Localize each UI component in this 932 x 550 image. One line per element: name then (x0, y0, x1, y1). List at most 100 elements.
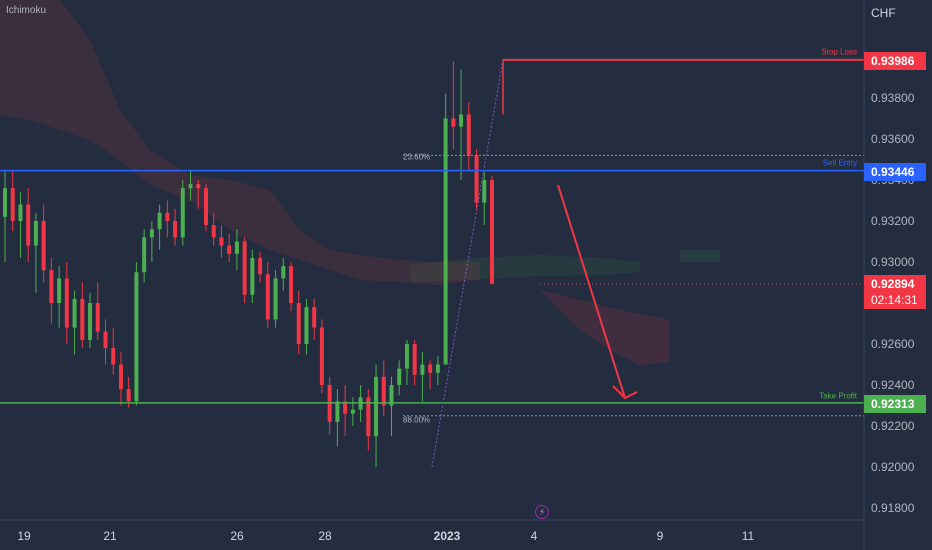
candle-body (180, 188, 185, 238)
candle-body (366, 397, 371, 437)
candle-body (397, 368, 402, 385)
take-profit-price-tag: 0.92313 (864, 395, 926, 413)
candle-body (451, 118, 456, 127)
candle-body (188, 184, 193, 189)
candle-body (234, 241, 239, 254)
x-tick-label: 21 (103, 529, 117, 543)
candle-body (88, 303, 93, 340)
x-tick-label: 28 (318, 529, 332, 543)
candle-body (80, 298, 85, 340)
candle-body (49, 270, 54, 303)
candle-body (18, 204, 23, 221)
candle-body (57, 278, 62, 303)
cloud-red-area (0, 0, 480, 285)
candle-body (142, 237, 147, 273)
candle-body (26, 204, 31, 246)
candle-body (343, 401, 348, 414)
y-tick-label: 0.92000 (871, 460, 915, 474)
candle-body (196, 184, 201, 189)
candle-body (273, 278, 278, 320)
candle-body (111, 348, 116, 365)
x-tick-label: 11 (741, 529, 755, 543)
candle-body (10, 188, 15, 221)
candle-body (296, 303, 301, 344)
candle-body (428, 364, 433, 373)
take-profit-label: Take Profit (819, 391, 857, 401)
candle-body (258, 257, 263, 275)
candle-body (149, 229, 154, 238)
arrow-shaft (557, 184, 626, 399)
candle-body (219, 237, 224, 246)
x-tick-label: 19 (17, 529, 31, 543)
candle-body (118, 364, 123, 390)
y-tick-label: 0.92400 (871, 378, 915, 392)
candle-body (126, 389, 131, 402)
y-tick-label: 0.93600 (871, 132, 915, 146)
candle-body (489, 180, 494, 284)
sell-entry-label: Sell Entry (822, 158, 857, 168)
candle-body (242, 241, 247, 295)
projection-arrow (557, 184, 638, 400)
candle-body (250, 257, 255, 295)
x-tick-label: 26 (230, 529, 244, 543)
candlesticks (3, 61, 494, 467)
candle-body (312, 307, 317, 328)
candle-body (389, 385, 394, 406)
candle-body (281, 266, 286, 279)
y-tick-label: 0.93200 (871, 214, 915, 228)
cloud-red-forecast (540, 290, 670, 365)
candle-body (173, 221, 178, 238)
candle-body (381, 376, 386, 406)
x-tick-label: 2023 (433, 529, 461, 543)
candle-body (466, 114, 471, 156)
candle-body (482, 180, 487, 203)
x-tick-label: 9 (656, 529, 664, 543)
candle-body (211, 225, 216, 238)
fib-label-23: 23.60% (403, 152, 431, 162)
arrow-head (612, 385, 638, 400)
indicator-label[interactable]: Ichimoku (6, 5, 47, 16)
candle-body (265, 274, 270, 320)
trade-levels (0, 58, 864, 468)
candle-body (227, 245, 232, 254)
candle-body (374, 376, 379, 437)
x-tick-label: 4 (530, 529, 538, 543)
lightning-icon[interactable]: ⚡ (535, 505, 549, 519)
fib-label-88: 88.00% (403, 415, 431, 425)
candle-body (33, 221, 38, 246)
candle-body (64, 278, 69, 328)
stop-loss-price-tag: 0.93986 (864, 52, 926, 70)
candle-body (474, 155, 479, 203)
cloud-green-forecast (680, 250, 720, 262)
candle-body (134, 272, 139, 402)
fib-trend-line (431, 59, 504, 468)
candle-body (3, 188, 7, 217)
candle-body (412, 344, 417, 375)
candle-body (335, 401, 340, 422)
candle-body (165, 212, 170, 221)
y-tick-label: 0.91800 (871, 501, 915, 515)
candle-body (72, 298, 77, 328)
candle-body (203, 188, 208, 226)
candle-body (103, 331, 108, 349)
stop-loss-label: Stop Loss (821, 47, 857, 57)
candle-body (95, 303, 100, 332)
y-tick-label: 0.93800 (871, 91, 915, 105)
candle-body (443, 118, 448, 365)
candle-body (289, 266, 294, 303)
candle-body (459, 114, 464, 127)
candle-body (350, 409, 355, 414)
bar-countdown: 02:14:31 (864, 291, 926, 309)
candle-body (157, 212, 162, 230)
y-tick-label: 0.92200 (871, 419, 915, 433)
y-tick-label: 0.93000 (871, 255, 915, 269)
entry-price-tag: 0.93446 (864, 163, 926, 181)
candle-body (435, 364, 440, 373)
current-price-tag: 0.92894 (864, 275, 926, 293)
axis-currency-label: CHF (871, 6, 896, 20)
y-tick-label: 0.92600 (871, 337, 915, 351)
candle-body (420, 364, 425, 375)
candle-body (41, 221, 46, 271)
candle-body (304, 307, 309, 344)
